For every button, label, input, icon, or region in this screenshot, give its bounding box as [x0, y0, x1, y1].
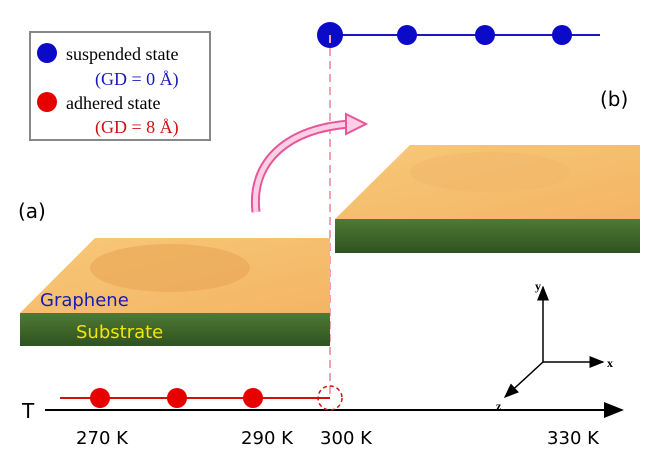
state-dot	[167, 388, 187, 408]
state-dot	[90, 388, 110, 408]
arrow-head	[345, 112, 369, 136]
ripple	[410, 152, 570, 192]
state-dot	[397, 25, 417, 45]
legend-marker	[37, 92, 57, 112]
substrate-block	[20, 313, 330, 346]
tick-label: 270 K	[76, 428, 129, 449]
axis-title: T	[21, 399, 35, 423]
tick-label: 330 K	[547, 428, 600, 449]
axis-label: z	[496, 399, 502, 413]
legend-label: adhered state	[66, 93, 160, 113]
arrow-inner	[252, 121, 351, 213]
axis-z	[503, 361, 544, 399]
state-dot	[475, 25, 495, 45]
layer-label: Substrate	[76, 322, 163, 343]
state-dot	[243, 388, 263, 408]
tick-label: 290 K	[241, 428, 294, 449]
transition-dot	[317, 385, 343, 411]
axis-label: x	[607, 356, 613, 370]
panel-label: (b)	[600, 87, 628, 111]
legend-detail: (GD = 8 Å)	[95, 117, 179, 138]
layer-label: Graphene	[40, 290, 129, 311]
axis-label: y	[535, 279, 541, 293]
state-dot	[552, 25, 572, 45]
tick-label: 300 K	[320, 428, 373, 449]
legend-marker	[37, 43, 57, 63]
legend-label: suspended state	[66, 44, 178, 64]
depression	[90, 244, 250, 292]
legend-detail: (GD = 0 Å)	[95, 69, 179, 90]
substrate-block	[335, 219, 640, 253]
panel-label: (a)	[18, 199, 46, 223]
legend-box	[29, 31, 211, 141]
